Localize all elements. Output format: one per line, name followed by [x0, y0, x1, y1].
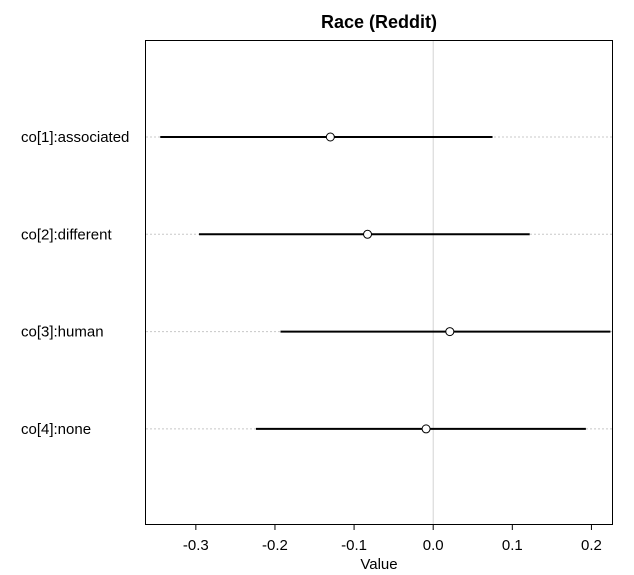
x-tick-label: 0.2: [581, 537, 602, 554]
point-layer: [325, 132, 455, 434]
estimate-point: [421, 424, 431, 434]
x-axis-label: Value: [360, 556, 397, 573]
x-tick-label: 0.1: [502, 537, 523, 554]
x-tick-label: -0.2: [262, 537, 288, 554]
estimate-point: [363, 229, 373, 239]
x-tick-label: 0.0: [423, 537, 444, 554]
grid-layer: [146, 40, 612, 524]
plot-frame: [145, 40, 613, 525]
category-label: co[3]:human: [21, 324, 104, 341]
estimate-point: [445, 327, 455, 337]
category-label: co[1]:associated: [21, 129, 129, 146]
category-label: co[2]:different: [21, 226, 112, 243]
category-label: co[4]:none: [21, 421, 91, 438]
x-axis: -0.3 -0.2 -0.1 0.0 0.1 0.2: [183, 524, 602, 554]
y-category-labels: co[1]:associated co[2]:different co[3]:hum…: [21, 129, 129, 438]
x-tick-label: -0.3: [183, 537, 209, 554]
interval-layer: [160, 136, 611, 430]
x-tick-label: -0.1: [341, 537, 367, 554]
estimate-point: [325, 132, 335, 142]
chart-title: Race (Reddit): [321, 12, 437, 32]
